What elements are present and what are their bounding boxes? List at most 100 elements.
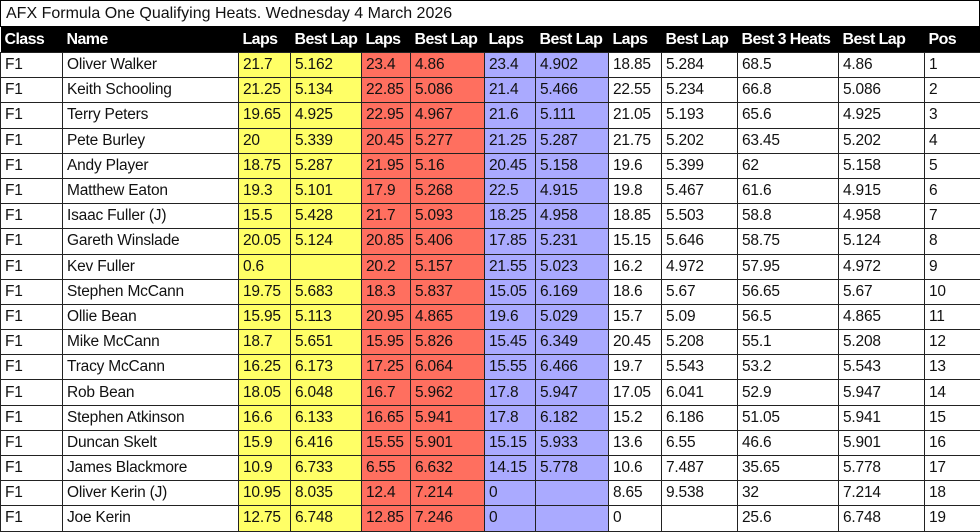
- column-header-heat2-laps[interactable]: Laps: [361, 27, 411, 53]
- cell-best-3-heats[interactable]: 25.6: [737, 505, 839, 532]
- cell-pos[interactable]: 5: [924, 152, 980, 179]
- cell-heat2-best-lap[interactable]: 4.967: [410, 102, 485, 129]
- cell-pos[interactable]: 6: [924, 177, 980, 205]
- cell-heat2-best-lap[interactable]: 5.962: [410, 379, 485, 406]
- cell-pos[interactable]: 8: [924, 228, 980, 255]
- cell-heat2-laps[interactable]: 21.95: [361, 152, 411, 179]
- cell-pos[interactable]: 9: [924, 253, 980, 280]
- cell-best-3-heats[interactable]: 62: [737, 152, 839, 179]
- cell-heat3-best-lap[interactable]: 5.947: [535, 379, 609, 406]
- cell-class[interactable]: F1: [0, 379, 63, 406]
- cell-name[interactable]: Tracy McCann: [62, 354, 239, 381]
- cell-best-lap[interactable]: 4.925: [838, 102, 925, 129]
- cell-heat4-best-lap[interactable]: 5.234: [661, 77, 738, 104]
- cell-heat2-best-lap[interactable]: 5.277: [410, 127, 485, 154]
- cell-best-lap[interactable]: 4.915: [838, 177, 925, 205]
- cell-name[interactable]: Keith Schooling: [62, 77, 239, 104]
- cell-heat1-laps[interactable]: 20: [238, 127, 291, 154]
- cell-heat4-best-lap[interactable]: 6.186: [661, 404, 738, 431]
- cell-heat3-laps[interactable]: 22.5: [484, 177, 536, 205]
- cell-heat4-laps[interactable]: 19.6: [608, 152, 662, 179]
- cell-heat1-best-lap[interactable]: 5.428: [290, 203, 362, 230]
- cell-heat4-laps[interactable]: 19.8: [608, 177, 662, 205]
- cell-best-lap[interactable]: 7.214: [838, 480, 925, 507]
- cell-heat1-laps[interactable]: 15.5: [238, 203, 291, 230]
- cell-heat1-best-lap[interactable]: 4.925: [290, 102, 362, 129]
- cell-heat4-best-lap[interactable]: 5.67: [661, 278, 738, 305]
- cell-heat3-best-lap[interactable]: 4.902: [535, 51, 609, 79]
- cell-best-lap[interactable]: 4.86: [838, 51, 925, 79]
- cell-heat4-laps[interactable]: 15.15: [608, 228, 662, 255]
- cell-heat2-laps[interactable]: 17.9: [361, 177, 411, 205]
- cell-pos[interactable]: 11: [924, 303, 980, 331]
- cell-name[interactable]: Matthew Eaton: [62, 177, 239, 205]
- cell-best-lap[interactable]: 5.778: [838, 454, 925, 482]
- cell-heat1-best-lap[interactable]: 5.113: [290, 303, 362, 331]
- cell-heat1-laps[interactable]: 12.75: [238, 505, 291, 532]
- cell-heat2-best-lap[interactable]: 6.632: [410, 454, 485, 482]
- cell-heat1-laps[interactable]: 15.9: [238, 429, 291, 457]
- cell-class[interactable]: F1: [0, 480, 63, 507]
- cell-heat1-best-lap[interactable]: 5.339: [290, 127, 362, 154]
- cell-name[interactable]: Duncan Skelt: [62, 429, 239, 457]
- cell-best-lap[interactable]: 4.972: [838, 253, 925, 280]
- cell-best-lap[interactable]: 5.941: [838, 404, 925, 431]
- column-header-class[interactable]: Class: [0, 27, 63, 53]
- cell-heat4-best-lap[interactable]: 4.972: [661, 253, 738, 280]
- cell-heat4-laps[interactable]: 15.2: [608, 404, 662, 431]
- cell-heat1-best-lap[interactable]: 6.416: [290, 429, 362, 457]
- cell-pos[interactable]: 14: [924, 379, 980, 406]
- cell-heat1-laps[interactable]: 19.65: [238, 102, 291, 129]
- cell-heat3-best-lap[interactable]: 5.778: [535, 454, 609, 482]
- cell-heat3-best-lap[interactable]: 6.182: [535, 404, 609, 431]
- cell-heat2-laps[interactable]: 22.95: [361, 102, 411, 129]
- cell-heat3-laps[interactable]: 17.8: [484, 379, 536, 406]
- cell-pos[interactable]: 16: [924, 429, 980, 457]
- cell-name[interactable]: Stephen McCann: [62, 278, 239, 305]
- cell-heat3-best-lap[interactable]: 4.958: [535, 203, 609, 230]
- cell-heat2-best-lap[interactable]: 5.941: [410, 404, 485, 431]
- cell-heat3-best-lap[interactable]: 5.287: [535, 127, 609, 154]
- cell-heat4-laps[interactable]: 20.45: [608, 329, 662, 356]
- cell-heat3-laps[interactable]: 20.45: [484, 152, 536, 179]
- column-header-heat1-laps[interactable]: Laps: [238, 27, 291, 53]
- cell-heat4-best-lap[interactable]: 6.55: [661, 429, 738, 457]
- column-header-name[interactable]: Name: [62, 27, 239, 53]
- cell-heat1-best-lap[interactable]: 6.048: [290, 379, 362, 406]
- cell-pos[interactable]: 7: [924, 203, 980, 230]
- cell-class[interactable]: F1: [0, 127, 63, 154]
- cell-class[interactable]: F1: [0, 177, 63, 205]
- cell-heat1-laps[interactable]: 18.7: [238, 329, 291, 356]
- cell-best-3-heats[interactable]: 56.5: [737, 303, 839, 331]
- cell-name[interactable]: Kev Fuller: [62, 253, 239, 280]
- cell-best-lap[interactable]: 5.901: [838, 429, 925, 457]
- cell-heat4-laps[interactable]: 21.05: [608, 102, 662, 129]
- cell-heat4-laps[interactable]: 0: [608, 505, 662, 532]
- cell-heat4-laps[interactable]: 10.6: [608, 454, 662, 482]
- cell-class[interactable]: F1: [0, 102, 63, 129]
- cell-name[interactable]: Stephen Atkinson: [62, 404, 239, 431]
- cell-class[interactable]: F1: [0, 253, 63, 280]
- column-header-best-lap[interactable]: Best Lap: [838, 27, 925, 53]
- cell-heat4-best-lap[interactable]: 5.208: [661, 329, 738, 356]
- cell-class[interactable]: F1: [0, 454, 63, 482]
- cell-heat1-best-lap[interactable]: 5.101: [290, 177, 362, 205]
- cell-heat1-best-lap[interactable]: [290, 253, 362, 280]
- cell-heat1-laps[interactable]: 18.75: [238, 152, 291, 179]
- cell-best-lap[interactable]: 5.208: [838, 329, 925, 356]
- cell-heat3-laps[interactable]: 0: [484, 505, 536, 532]
- cell-name[interactable]: Terry Peters: [62, 102, 239, 129]
- cell-name[interactable]: Gareth Winslade: [62, 228, 239, 255]
- column-header-heat3-best-lap[interactable]: Best Lap: [535, 27, 609, 53]
- column-header-pos[interactable]: Pos: [924, 27, 980, 53]
- cell-heat1-laps[interactable]: 0.6: [238, 253, 291, 280]
- cell-heat4-laps[interactable]: 18.85: [608, 203, 662, 230]
- cell-heat2-best-lap[interactable]: 7.246: [410, 505, 485, 532]
- cell-heat1-laps[interactable]: 10.9: [238, 454, 291, 482]
- cell-heat4-laps[interactable]: 22.55: [608, 77, 662, 104]
- cell-heat4-laps[interactable]: 18.6: [608, 278, 662, 305]
- cell-best-lap[interactable]: 6.748: [838, 505, 925, 532]
- cell-heat3-laps[interactable]: 21.4: [484, 77, 536, 104]
- cell-heat4-best-lap[interactable]: 5.399: [661, 152, 738, 179]
- cell-best-lap[interactable]: 5.947: [838, 379, 925, 406]
